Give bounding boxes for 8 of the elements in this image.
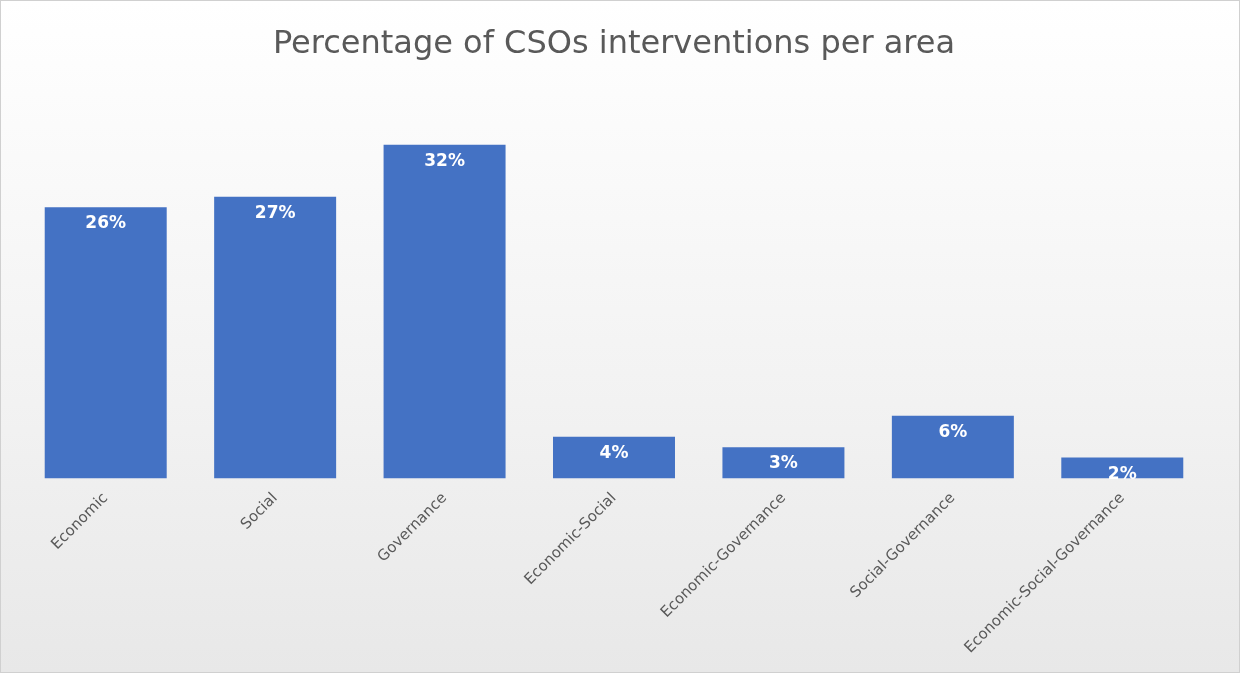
data-label: 2% [1107, 462, 1137, 483]
data-label: 27% [254, 201, 296, 222]
data-label: 4% [599, 441, 629, 462]
data-label: 26% [85, 212, 127, 233]
data-label: 3% [768, 452, 798, 473]
data-label: 6% [938, 420, 968, 441]
data-label: 32% [424, 149, 465, 170]
chart-title: Percentage of CSOs interventions per area [272, 22, 956, 61]
